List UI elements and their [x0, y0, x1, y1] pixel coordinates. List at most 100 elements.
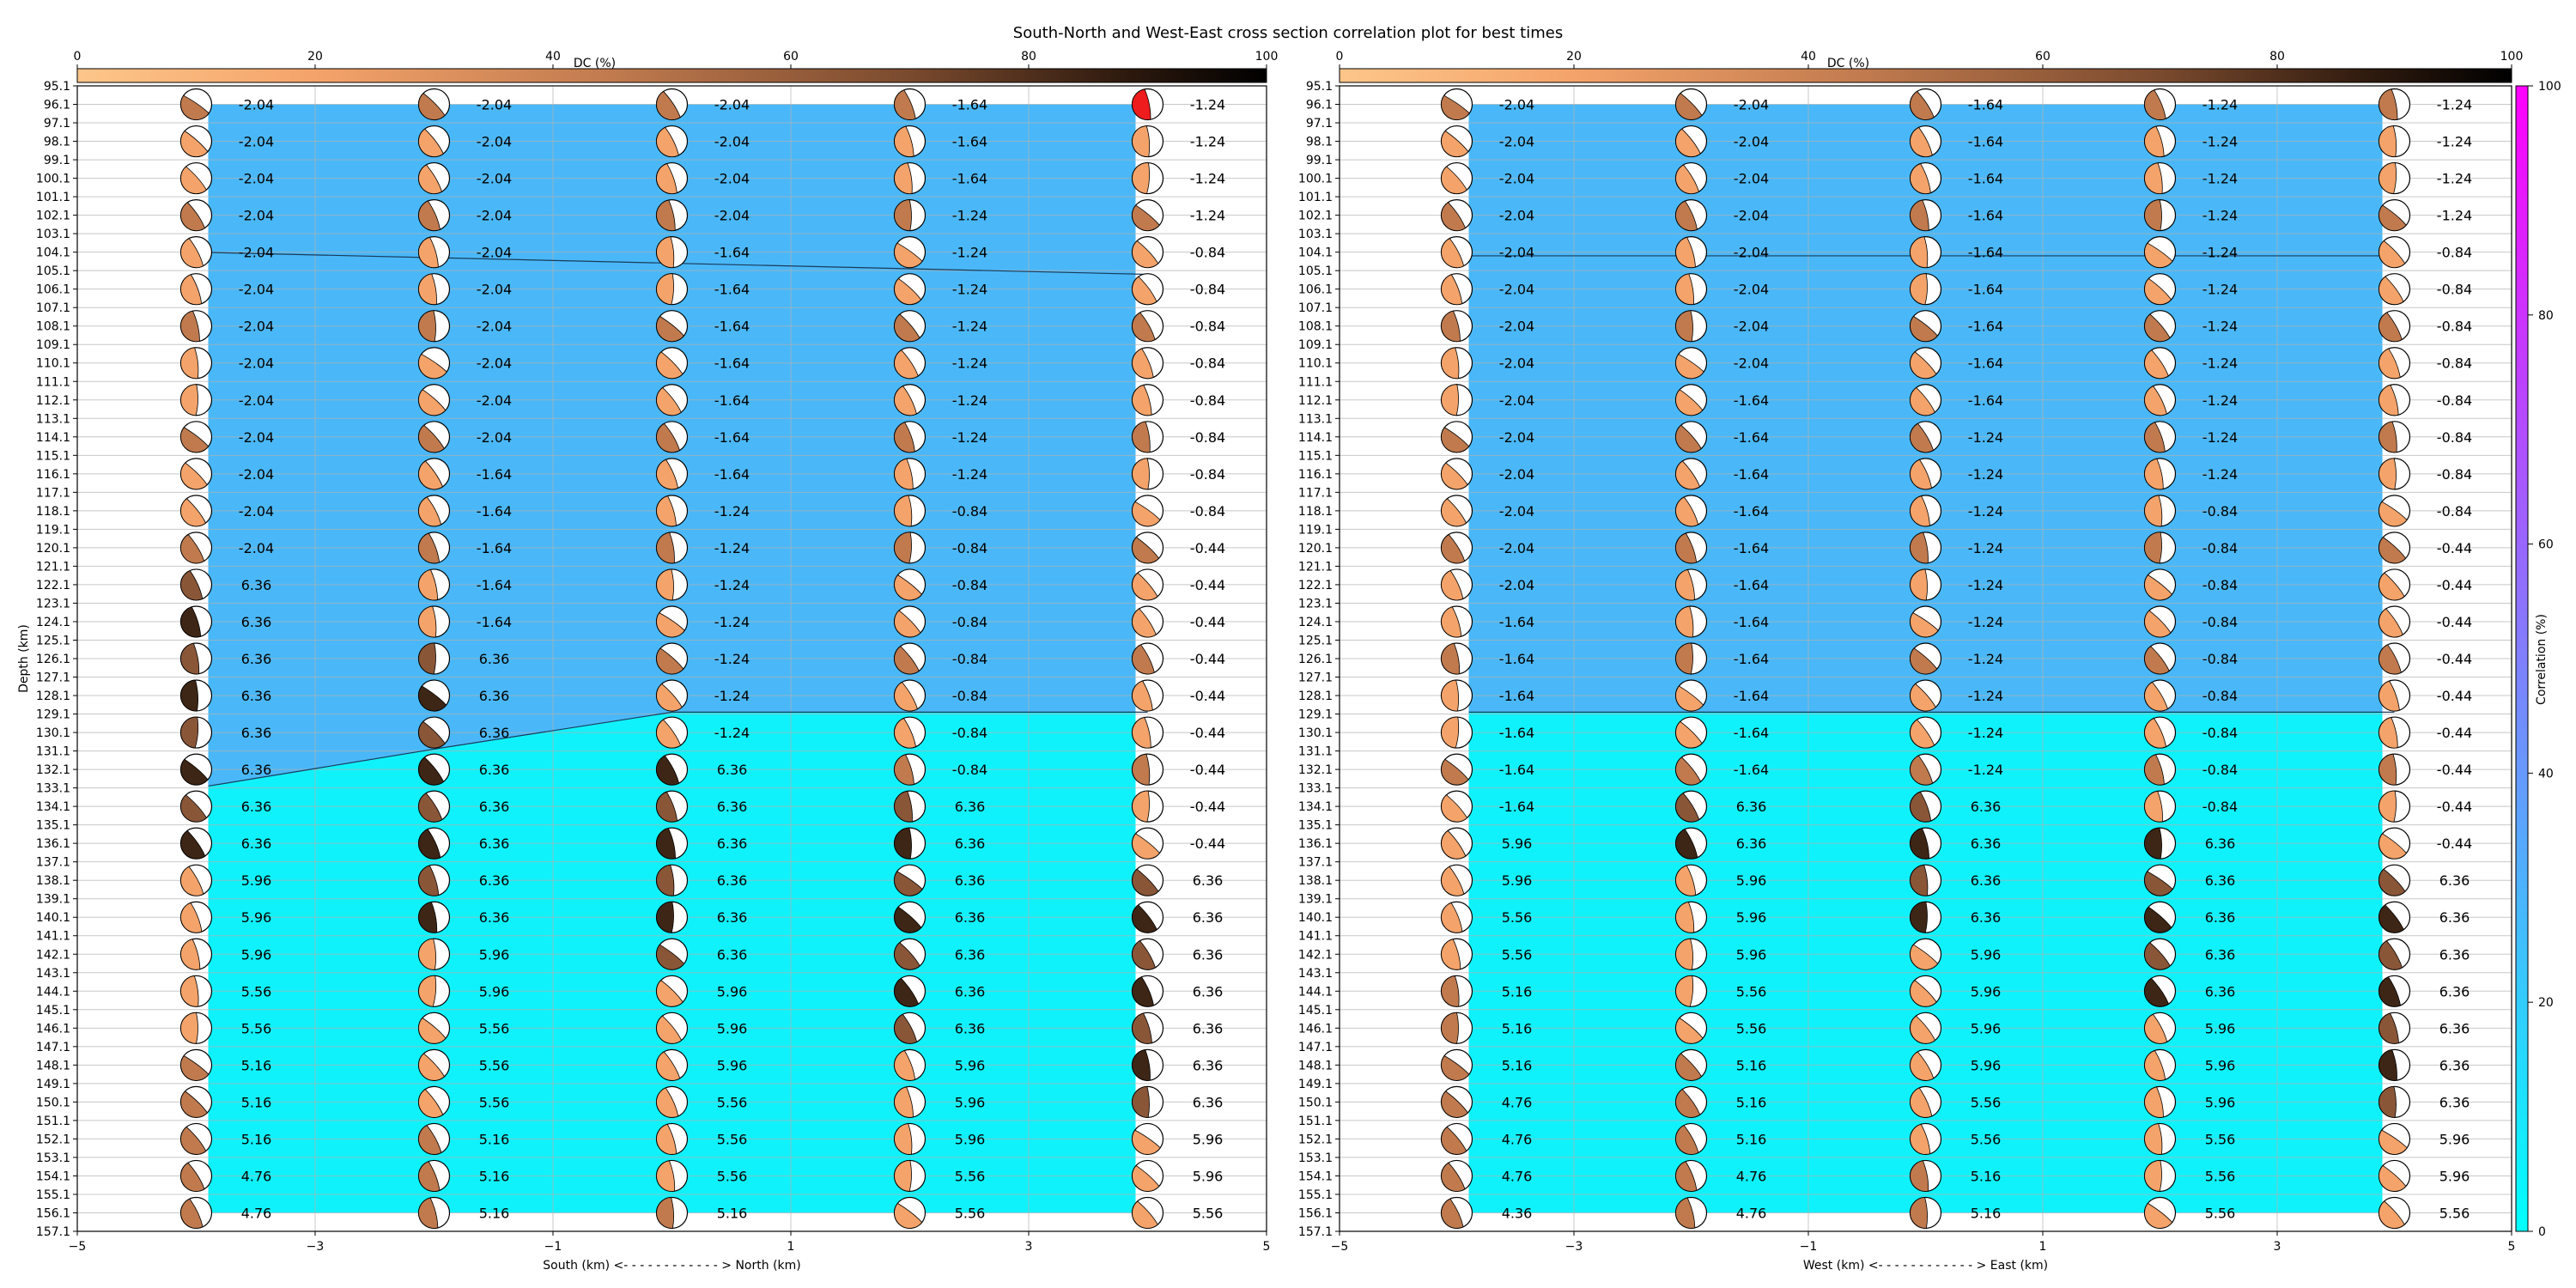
- beachball-compression-quadrant: [1441, 166, 1467, 194]
- beachball-compression-quadrant: [1441, 606, 1462, 638]
- beachball-compression-quadrant: [1675, 353, 1704, 379]
- time-shift-label: -1.24: [1190, 208, 1225, 224]
- beachball-compression-quadrant: [894, 125, 914, 157]
- time-shift-label: 6.36: [1736, 799, 1767, 815]
- beachball: [1440, 716, 1473, 749]
- time-shift-label: -2.04: [1734, 134, 1769, 150]
- beachball: [1131, 716, 1164, 749]
- time-shift-label: -0.84: [2437, 466, 2472, 483]
- beachball: [1909, 864, 1942, 896]
- beachball-compression-quadrant: [418, 720, 446, 749]
- beachball-compression-quadrant: [2144, 125, 2165, 157]
- corr-tick-label: 60: [2538, 538, 2554, 552]
- time-shift-label: 5.96: [1971, 1057, 2002, 1073]
- time-shift-label: 6.36: [2205, 983, 2236, 999]
- beachball-compression-quadrant: [418, 938, 437, 970]
- time-shift-label: 5.56: [717, 1168, 748, 1184]
- beachball: [1909, 753, 1942, 786]
- beachball-compression-quadrant: [2379, 1200, 2405, 1229]
- time-shift-label: -1.24: [1968, 614, 2003, 630]
- beachball: [1131, 458, 1164, 490]
- beachball: [655, 827, 689, 860]
- time-shift-label: -1.24: [714, 725, 750, 741]
- dc-tick-label: 0: [74, 50, 82, 64]
- time-shift-label: -1.64: [1968, 208, 2003, 224]
- time-shift-label: -1.64: [477, 540, 512, 556]
- beachball-compression-quadrant: [1910, 495, 1930, 527]
- y-tick-label: 116.1: [36, 468, 70, 482]
- beachball-compression-quadrant: [2144, 1049, 2166, 1081]
- time-shift-label: 5.96: [479, 946, 510, 963]
- time-shift-label: -1.24: [952, 392, 987, 409]
- time-shift-label: -1.24: [1968, 651, 2003, 667]
- time-shift-label: -0.84: [2202, 577, 2238, 593]
- beachball: [893, 790, 927, 823]
- beachball: [2143, 310, 2177, 343]
- time-shift-label: -2.04: [477, 97, 512, 113]
- beachball: [2143, 421, 2177, 453]
- time-shift-label: -2.04: [1499, 429, 1534, 446]
- y-tick-label: 138.1: [36, 874, 70, 888]
- beachball: [1909, 495, 1942, 527]
- beachball-compression-quadrant: [2379, 1085, 2397, 1118]
- dc-tick-label: 100: [1255, 50, 1279, 64]
- beachball: [1674, 1048, 1708, 1081]
- beachball: [179, 199, 213, 232]
- y-tick-label: 156.1: [36, 1206, 70, 1220]
- beachball-compression-quadrant: [418, 236, 439, 268]
- beachball: [2143, 1012, 2177, 1044]
- beachball: [893, 1048, 927, 1081]
- time-shift-label: -2.04: [477, 245, 512, 261]
- beachball: [1674, 753, 1708, 786]
- y-tick-label: 107.1: [1298, 301, 1333, 315]
- time-shift-label: -0.44: [2437, 835, 2472, 852]
- time-shift-label: 5.56: [955, 1168, 986, 1184]
- time-shift-label: -0.44: [1190, 577, 1225, 593]
- time-shift-label: 5.16: [1971, 1205, 2002, 1221]
- beachball: [417, 88, 451, 121]
- beachball: [1909, 236, 1942, 269]
- time-shift-label: -1.24: [2437, 171, 2472, 187]
- beachball: [655, 384, 689, 416]
- y-tick-label: 132.1: [36, 763, 70, 777]
- y-tick-label: 98.1: [1306, 136, 1333, 149]
- time-shift-label: -1.24: [1190, 171, 1225, 187]
- y-tick-label: 152.1: [36, 1133, 70, 1146]
- beachball: [2143, 864, 2177, 896]
- beachball: [655, 458, 689, 490]
- y-tick-label: 154.1: [1298, 1170, 1333, 1183]
- x-tick-label: −1: [544, 1240, 562, 1254]
- beachball-compression-quadrant: [418, 353, 447, 380]
- beachball-compression-quadrant: [2144, 242, 2173, 268]
- beachball-compression-quadrant: [418, 1053, 446, 1081]
- beachball: [655, 975, 689, 1007]
- beachball-compression-quadrant: [656, 647, 684, 675]
- beachball: [893, 532, 927, 564]
- time-shift-label: -0.84: [2202, 651, 2238, 667]
- beachball-compression-quadrant: [2379, 716, 2398, 749]
- beachball: [1674, 642, 1708, 675]
- time-shift-label: -2.04: [239, 392, 274, 409]
- beachball-compression-quadrant: [1132, 608, 1157, 638]
- time-shift-label: -0.84: [952, 577, 987, 593]
- beachball: [893, 568, 927, 601]
- beachball: [2143, 568, 2177, 601]
- beachball: [893, 347, 927, 380]
- y-tick-label: 153.1: [36, 1151, 70, 1165]
- x-axis-label: West (km) <- - - - - - - - - - - - > Eas…: [1803, 1259, 2048, 1273]
- time-shift-label: -1.24: [2202, 466, 2238, 483]
- y-tick-label: 139.1: [36, 893, 70, 907]
- beachball: [179, 790, 213, 823]
- beachball: [1909, 1012, 1942, 1044]
- beachball: [179, 458, 213, 490]
- beachball: [1674, 88, 1708, 121]
- beachball: [893, 642, 927, 675]
- time-shift-label: -1.64: [477, 503, 512, 519]
- beachball-compression-quadrant: [1132, 537, 1160, 564]
- beachball-compression-quadrant: [894, 162, 913, 194]
- beachball: [1131, 790, 1164, 823]
- y-tick-label: 106.1: [36, 283, 70, 297]
- time-shift-label: -1.24: [1968, 429, 2003, 446]
- beachball-compression-quadrant: [1675, 1197, 1696, 1229]
- beachball-compression-quadrant: [180, 238, 204, 268]
